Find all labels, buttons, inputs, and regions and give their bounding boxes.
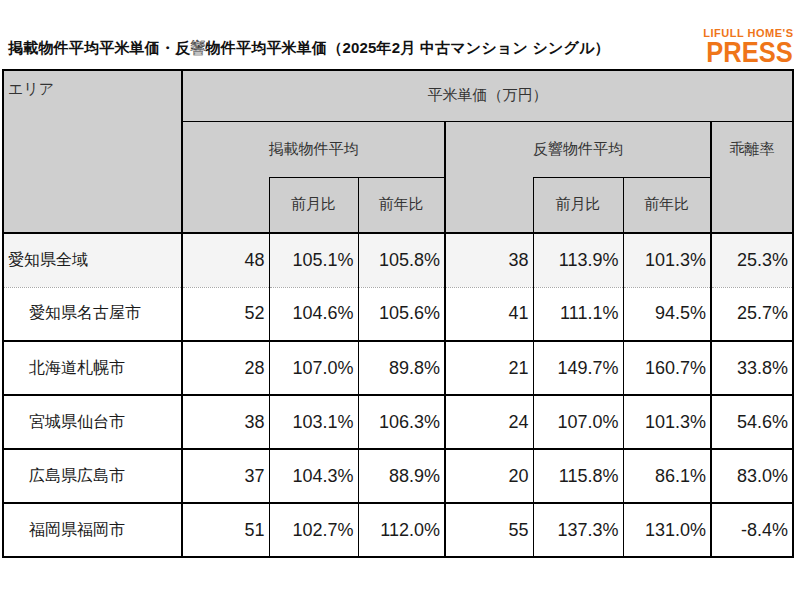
listed-avg-cell: 48 [182, 233, 269, 287]
listed-mom-cell: 103.1% [269, 395, 358, 449]
divergence-cell: -8.4% [711, 503, 793, 557]
listed-avg-cell: 38 [182, 395, 269, 449]
divergence-cell: 25.7% [711, 287, 793, 341]
listed-avg-cell: 51 [182, 503, 269, 557]
page: 掲載物件平均平米単価・反響物件平均平米単価（2025年2月 中古マンション シン… [0, 0, 800, 600]
response-yoy-cell: 131.0% [623, 503, 711, 557]
header-divergence-spacer [711, 177, 793, 233]
response-yoy-cell: 160.7% [623, 341, 711, 395]
table-row: 愛知県全域 48 105.1% 105.8% 38 113.9% 101.3% … [3, 233, 793, 287]
table-row: 福岡県福岡市 51 102.7% 112.0% 55 137.3% 131.0%… [3, 503, 793, 557]
area-cell: 広島県広島市 [3, 449, 182, 503]
page-title: 掲載物件平均平米単価・反響物件平均平米単価（2025年2月 中古マンション シン… [8, 39, 610, 58]
response-avg-cell: 20 [445, 449, 533, 503]
area-cell: 愛知県名古屋市 [3, 287, 182, 341]
response-yoy-cell: 94.5% [623, 287, 711, 341]
area-cell: 愛知県全域 [3, 233, 182, 287]
listed-mom-cell: 102.7% [269, 503, 358, 557]
header-response-group: 反響物件平均 [445, 121, 711, 177]
response-mom-cell: 115.8% [533, 449, 623, 503]
header-listed-mom: 前月比 [269, 177, 358, 233]
listed-mom-cell: 105.1% [269, 233, 358, 287]
table-row: 広島県広島市 37 104.3% 88.9% 20 115.8% 86.1% 8… [3, 449, 793, 503]
area-cell: 福岡県福岡市 [3, 503, 182, 557]
response-avg-cell: 55 [445, 503, 533, 557]
response-avg-cell: 24 [445, 395, 533, 449]
listed-avg-cell: 52 [182, 287, 269, 341]
listed-avg-cell: 37 [182, 449, 269, 503]
listed-yoy-cell: 112.0% [358, 503, 445, 557]
price-table: エリア 平米単価（万円） 掲載物件平均 反響物件平均 乖離率 前月比 前年比 前… [2, 69, 794, 558]
header-area: エリア [3, 70, 182, 233]
listed-avg-cell: 28 [182, 341, 269, 395]
area-cell: 北海道札幌市 [3, 341, 182, 395]
listed-yoy-cell: 106.3% [358, 395, 445, 449]
response-mom-cell: 107.0% [533, 395, 623, 449]
listed-mom-cell: 104.6% [269, 287, 358, 341]
divergence-cell: 33.8% [711, 341, 793, 395]
header-listed-yoy: 前年比 [358, 177, 445, 233]
response-mom-cell: 113.9% [533, 233, 623, 287]
response-yoy-cell: 101.3% [623, 395, 711, 449]
listed-mom-cell: 107.0% [269, 341, 358, 395]
area-cell: 宮城県仙台市 [3, 395, 182, 449]
lifull-homes-press-logo: LIFULL HOME'S PRESS [691, 27, 793, 65]
divergence-cell: 83.0% [711, 449, 793, 503]
divergence-cell: 25.3% [711, 233, 793, 287]
listed-yoy-cell: 105.8% [358, 233, 445, 287]
listed-yoy-cell: 89.8% [358, 341, 445, 395]
header-response-avg-spacer [445, 177, 533, 233]
table-row: 北海道札幌市 28 107.0% 89.8% 21 149.7% 160.7% … [3, 341, 793, 395]
header-listed-group: 掲載物件平均 [182, 121, 445, 177]
response-avg-cell: 21 [445, 341, 533, 395]
divergence-cell: 54.6% [711, 395, 793, 449]
table-row: 愛知県名古屋市 52 104.6% 105.6% 41 111.1% 94.5%… [3, 287, 793, 341]
response-mom-cell: 111.1% [533, 287, 623, 341]
response-yoy-cell: 86.1% [623, 449, 711, 503]
table-row: 宮城県仙台市 38 103.1% 106.3% 24 107.0% 101.3%… [3, 395, 793, 449]
header-listed-avg-spacer [182, 177, 269, 233]
response-mom-cell: 137.3% [533, 503, 623, 557]
listed-yoy-cell: 88.9% [358, 449, 445, 503]
header-response-yoy: 前年比 [623, 177, 711, 233]
header-divergence: 乖離率 [711, 121, 793, 177]
response-yoy-cell: 101.3% [623, 233, 711, 287]
listed-mom-cell: 104.3% [269, 449, 358, 503]
header-unit: 平米単価（万円） [182, 70, 793, 121]
response-avg-cell: 38 [445, 233, 533, 287]
response-mom-cell: 149.7% [533, 341, 623, 395]
listed-yoy-cell: 105.6% [358, 287, 445, 341]
logo-press-text: PRESS [707, 39, 793, 65]
response-avg-cell: 41 [445, 287, 533, 341]
header-response-mom: 前月比 [533, 177, 623, 233]
